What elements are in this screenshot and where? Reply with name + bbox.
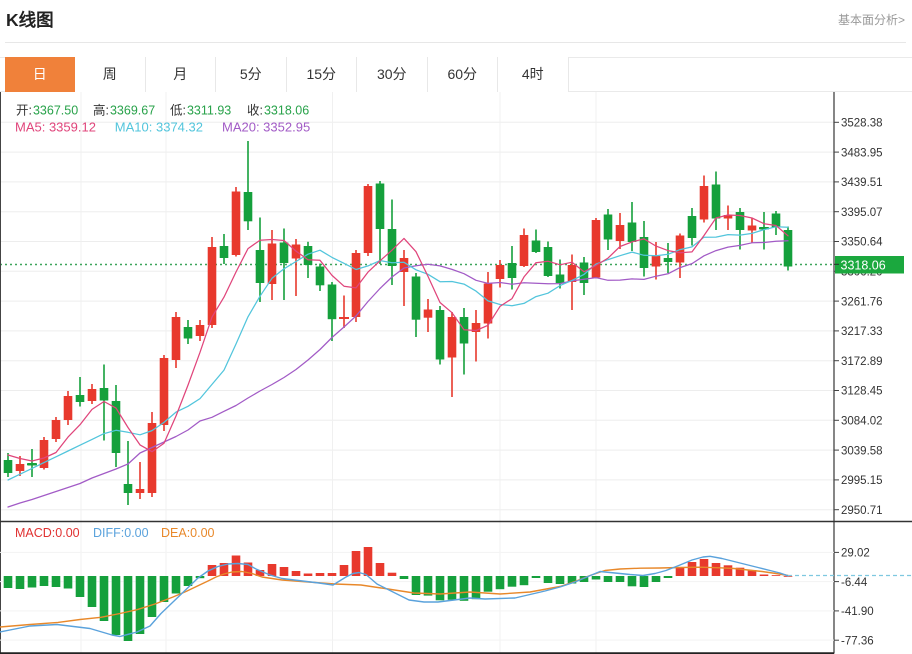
- svg-text:MA5: 3359.12: MA5: 3359.12: [15, 120, 96, 135]
- svg-text:29.02: 29.02: [841, 548, 870, 560]
- svg-text:2995.15: 2995.15: [841, 475, 883, 487]
- svg-text:3350.64: 3350.64: [841, 237, 883, 249]
- svg-text:3439.51: 3439.51: [841, 177, 883, 189]
- svg-text:-6.44: -6.44: [841, 577, 868, 589]
- svg-text:低:3311.93: 低:3311.93: [170, 104, 231, 118]
- svg-text:3261.76: 3261.76: [841, 296, 883, 308]
- svg-text:MA20: 3352.95: MA20: 3352.95: [222, 120, 310, 135]
- svg-text:3172.89: 3172.89: [841, 356, 883, 368]
- svg-text:开:3367.50: 开:3367.50: [16, 104, 78, 118]
- svg-text:3217.33: 3217.33: [841, 326, 883, 338]
- svg-text:DIFF:0.00: DIFF:0.00: [93, 526, 149, 540]
- svg-text:高:3369.67: 高:3369.67: [93, 103, 155, 118]
- svg-text:3128.45: 3128.45: [841, 386, 883, 398]
- svg-text:DEA:0.00: DEA:0.00: [161, 526, 215, 540]
- svg-text:2950.71: 2950.71: [841, 505, 883, 517]
- svg-text:MA10: 3374.32: MA10: 3374.32: [115, 120, 203, 135]
- svg-text:3528.38: 3528.38: [841, 118, 883, 130]
- svg-text:MACD:0.00: MACD:0.00: [15, 526, 80, 540]
- svg-text:-77.36: -77.36: [841, 635, 874, 647]
- svg-text:-41.90: -41.90: [841, 606, 874, 618]
- svg-text:3483.95: 3483.95: [841, 147, 883, 159]
- svg-text:3395.07: 3395.07: [841, 207, 883, 219]
- svg-text:3318.06: 3318.06: [841, 258, 886, 272]
- svg-text:3039.58: 3039.58: [841, 445, 883, 457]
- svg-text:3084.02: 3084.02: [841, 416, 883, 428]
- svg-text:收:3318.06: 收:3318.06: [247, 104, 309, 118]
